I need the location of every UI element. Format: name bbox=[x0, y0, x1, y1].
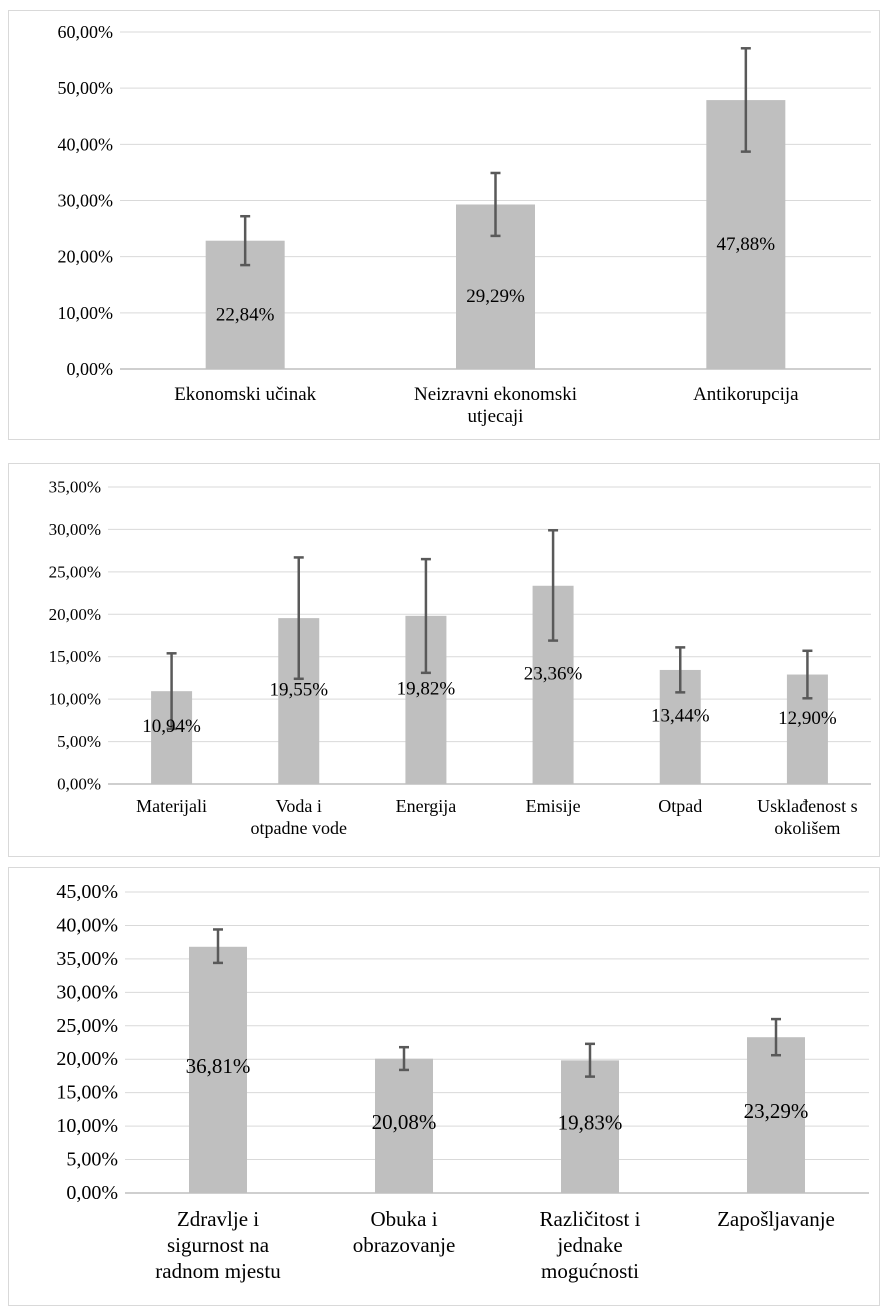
y-tick-label: 0,00% bbox=[67, 359, 114, 379]
x-category-label-line: Zapošljavanje bbox=[717, 1207, 835, 1231]
data-label: 10,94% bbox=[142, 716, 201, 737]
x-category-label: Usklađenost s okolišem bbox=[757, 796, 858, 838]
x-category-label-line: Obuka i bbox=[370, 1207, 437, 1231]
x-category-label-line: radnom mjestu bbox=[155, 1259, 281, 1283]
chart-panel-environmental: 0,00% 5,00% 10,00% 15,00% 20,00% 25,00% 30,00%… bbox=[8, 463, 880, 857]
data-label: 19,82% bbox=[397, 678, 456, 699]
x-category-label-line: jednake bbox=[556, 1233, 622, 1257]
data-label: 19,83% bbox=[558, 1111, 623, 1135]
y-tick-label: 5,00% bbox=[57, 732, 101, 751]
x-category-label: Antikorupcija bbox=[693, 384, 799, 405]
y-tick-label: 35,00% bbox=[49, 478, 101, 497]
data-label: 29,29% bbox=[466, 286, 525, 307]
x-category-label-line: Različitost i bbox=[540, 1207, 641, 1231]
data-label: 23,36% bbox=[524, 663, 583, 684]
x-category-label-line: okolišem bbox=[774, 818, 840, 838]
y-tick-label: 15,00% bbox=[49, 647, 101, 666]
x-category-label-line: Usklađenost s bbox=[757, 796, 858, 816]
x-category-label: Emisije bbox=[526, 796, 581, 816]
y-tick-label: 50,00% bbox=[58, 78, 114, 98]
data-label: 47,88% bbox=[717, 234, 776, 255]
y-tick-label: 25,00% bbox=[56, 1015, 118, 1037]
data-label: 12,90% bbox=[778, 708, 837, 729]
x-category-label: Obuka i obrazovanje bbox=[353, 1207, 456, 1257]
data-label: 13,44% bbox=[651, 705, 710, 726]
x-category-label-line: otpadne vode bbox=[251, 818, 347, 838]
y-tick-label: 5,00% bbox=[66, 1149, 118, 1171]
x-category-label: Materijali bbox=[136, 796, 207, 816]
chart-panel-economic: 0,00% 10,00% 20,00% 30,00% 40,00% 50,00% 60,00… bbox=[8, 10, 880, 440]
y-tick-label: 60,00% bbox=[58, 22, 114, 42]
y-tick-label: 30,00% bbox=[49, 520, 101, 539]
bar-chart-economic: 0,00% 10,00% 20,00% 30,00% 40,00% 50,00% 60,00… bbox=[58, 22, 871, 427]
y-tick-label: 40,00% bbox=[56, 914, 118, 936]
data-label: 36,81% bbox=[186, 1054, 251, 1078]
bar-chart-environmental: 0,00% 5,00% 10,00% 15,00% 20,00% 25,00% 30,00%… bbox=[49, 478, 871, 838]
y-tick-label: 0,00% bbox=[57, 775, 101, 794]
y-tick-label: 45,00% bbox=[56, 881, 118, 903]
x-category-label: Voda i otpadne vode bbox=[251, 796, 347, 838]
y-tick-label: 40,00% bbox=[58, 134, 114, 154]
bar-chart-social: 0,00% 5,00% 10,00% 15,00% 20,00% 25,00% 30,00%… bbox=[56, 881, 869, 1283]
x-category-label-line: Energija bbox=[396, 796, 457, 816]
y-tick-label: 10,00% bbox=[56, 1115, 118, 1137]
y-tick-label: 10,00% bbox=[49, 690, 101, 709]
x-category-label: Različitost i jednake mogućnosti bbox=[540, 1207, 641, 1283]
y-tick-label: 15,00% bbox=[56, 1082, 118, 1104]
x-category-label-line: Zdravlje i bbox=[177, 1207, 259, 1231]
y-tick-label: 30,00% bbox=[58, 191, 114, 211]
y-tick-label: 25,00% bbox=[49, 562, 101, 581]
y-tick-label: 0,00% bbox=[66, 1182, 118, 1204]
bar bbox=[561, 1060, 619, 1193]
x-category-label-line: Materijali bbox=[136, 796, 207, 816]
data-label: 19,55% bbox=[269, 680, 328, 701]
data-label: 23,29% bbox=[744, 1099, 809, 1123]
y-tick-label: 10,00% bbox=[58, 303, 114, 323]
x-category-label: Otpad bbox=[658, 796, 702, 816]
x-category-label-line: sigurnost na bbox=[167, 1233, 270, 1257]
x-category-label-line: Ekonomski učinak bbox=[174, 384, 316, 405]
x-category-label-line: utjecaji bbox=[468, 406, 524, 427]
x-category-label-line: mogućnosti bbox=[541, 1259, 639, 1283]
bar bbox=[375, 1058, 433, 1193]
x-category-label-line: Antikorupcija bbox=[693, 384, 799, 405]
x-category-label: Energija bbox=[396, 796, 457, 816]
y-tick-label: 30,00% bbox=[56, 981, 118, 1003]
x-category-label: Zdravlje i sigurnost na radnom mjestu bbox=[155, 1207, 281, 1283]
bar bbox=[189, 946, 247, 1193]
x-category-label-line: obrazovanje bbox=[353, 1233, 456, 1257]
x-category-label-line: Neizravni ekonomski bbox=[414, 384, 577, 405]
y-tick-label: 35,00% bbox=[56, 948, 118, 970]
x-category-label: Ekonomski učinak bbox=[174, 384, 316, 405]
data-label: 20,08% bbox=[372, 1110, 437, 1134]
x-category-label: Neizravni ekonomski utjecaji bbox=[414, 384, 577, 427]
bar bbox=[747, 1037, 805, 1193]
x-category-label-line: Emisije bbox=[526, 796, 581, 816]
x-category-label-line: Voda i bbox=[276, 796, 322, 816]
y-tick-label: 20,00% bbox=[56, 1048, 118, 1070]
y-tick-label: 20,00% bbox=[49, 605, 101, 624]
y-tick-label: 20,00% bbox=[58, 247, 114, 267]
chart-panel-social: 0,00% 5,00% 10,00% 15,00% 20,00% 25,00% 30,00%… bbox=[8, 867, 880, 1306]
data-label: 22,84% bbox=[216, 304, 275, 325]
x-category-label-line: Otpad bbox=[658, 796, 702, 816]
x-category-label: Zapošljavanje bbox=[717, 1207, 835, 1231]
